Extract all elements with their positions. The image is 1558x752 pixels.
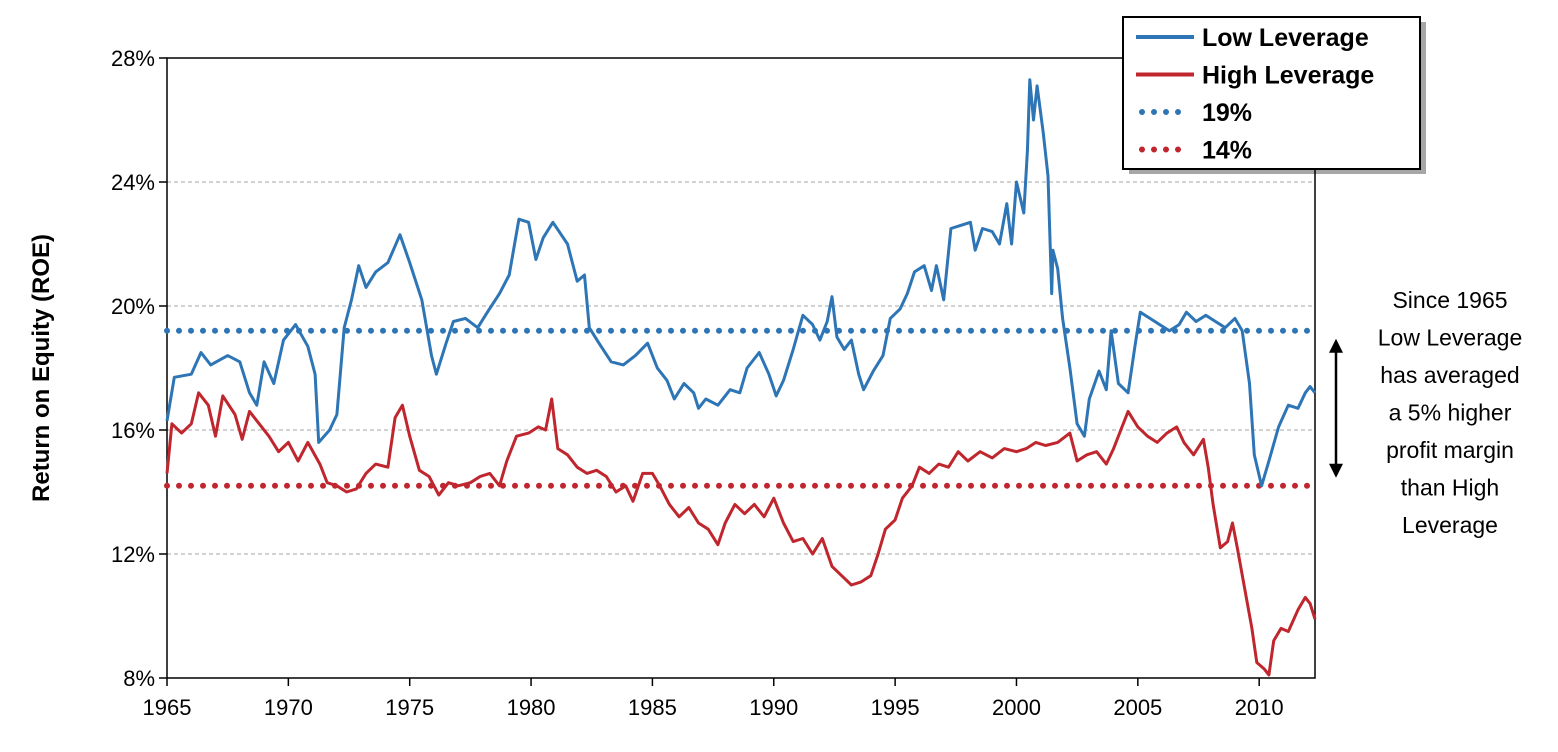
- legend-label: 19%: [1202, 99, 1252, 127]
- legend: Low Leverage High Leverage 19% 14%: [1122, 16, 1426, 174]
- annotation-line: Leverage: [1402, 512, 1498, 538]
- annotation-line: profit margin: [1386, 437, 1514, 463]
- x-tick-label: 1985: [628, 695, 677, 720]
- x-tick-label: 2000: [992, 695, 1041, 720]
- legend-label: Low Leverage: [1202, 24, 1369, 52]
- y-tick-label: 8%: [123, 666, 155, 691]
- annotation-line: a 5% higher: [1389, 400, 1512, 426]
- annotation: Since 1965 Low Leverage has averaged a 5% h…: [1329, 287, 1522, 538]
- y-tick-label: 28%: [111, 46, 155, 71]
- plot-area-frame: [166, 57, 1316, 679]
- series-line-low-leverage: [165, 78, 1317, 488]
- x-tick-label: 1975: [385, 695, 434, 720]
- x-tick-label: 2005: [1113, 695, 1162, 720]
- x-tick-label: 1995: [871, 695, 920, 720]
- x-tick-label: 1980: [507, 695, 556, 720]
- legend-label: 14%: [1202, 137, 1252, 165]
- y-tick-label: 20%: [111, 294, 155, 319]
- annotation-line: Since 1965: [1392, 287, 1507, 313]
- x-axis: 1965 1970 1975 1980 1985 1990 1995 2000 2005 2010: [143, 678, 1284, 720]
- annotation-line: Low Leverage: [1378, 325, 1523, 351]
- y-axis-label: Return on Equity (ROE): [28, 234, 55, 502]
- arrow-head-up: [1329, 338, 1343, 353]
- y-axis: 8% 12% 16% 20% 24% 28%: [111, 46, 167, 691]
- x-tick-label: 1990: [749, 695, 798, 720]
- x-tick-label: 2010: [1235, 695, 1284, 720]
- legend-label: High Leverage: [1202, 62, 1374, 90]
- series-line-high-leverage: [165, 391, 1317, 677]
- y-tick-label: 16%: [111, 418, 155, 443]
- x-tick-label: 1965: [143, 695, 192, 720]
- double-arrow-icon: [1329, 338, 1343, 478]
- arrow-head-down: [1329, 463, 1343, 478]
- x-tick-label: 1970: [264, 695, 313, 720]
- annotation-text: Since 1965 Low Leverage has averaged a 5% h…: [1378, 287, 1523, 538]
- annotation-line: has averaged: [1380, 362, 1519, 388]
- y-tick-label: 12%: [111, 542, 155, 567]
- y-tick-label: 24%: [111, 170, 155, 195]
- series-lines: [165, 78, 1317, 677]
- legend-box: [1122, 16, 1421, 170]
- gridlines: [167, 181, 1315, 555]
- annotation-line: than High: [1401, 475, 1499, 501]
- reference-lines: [164, 327, 1318, 489]
